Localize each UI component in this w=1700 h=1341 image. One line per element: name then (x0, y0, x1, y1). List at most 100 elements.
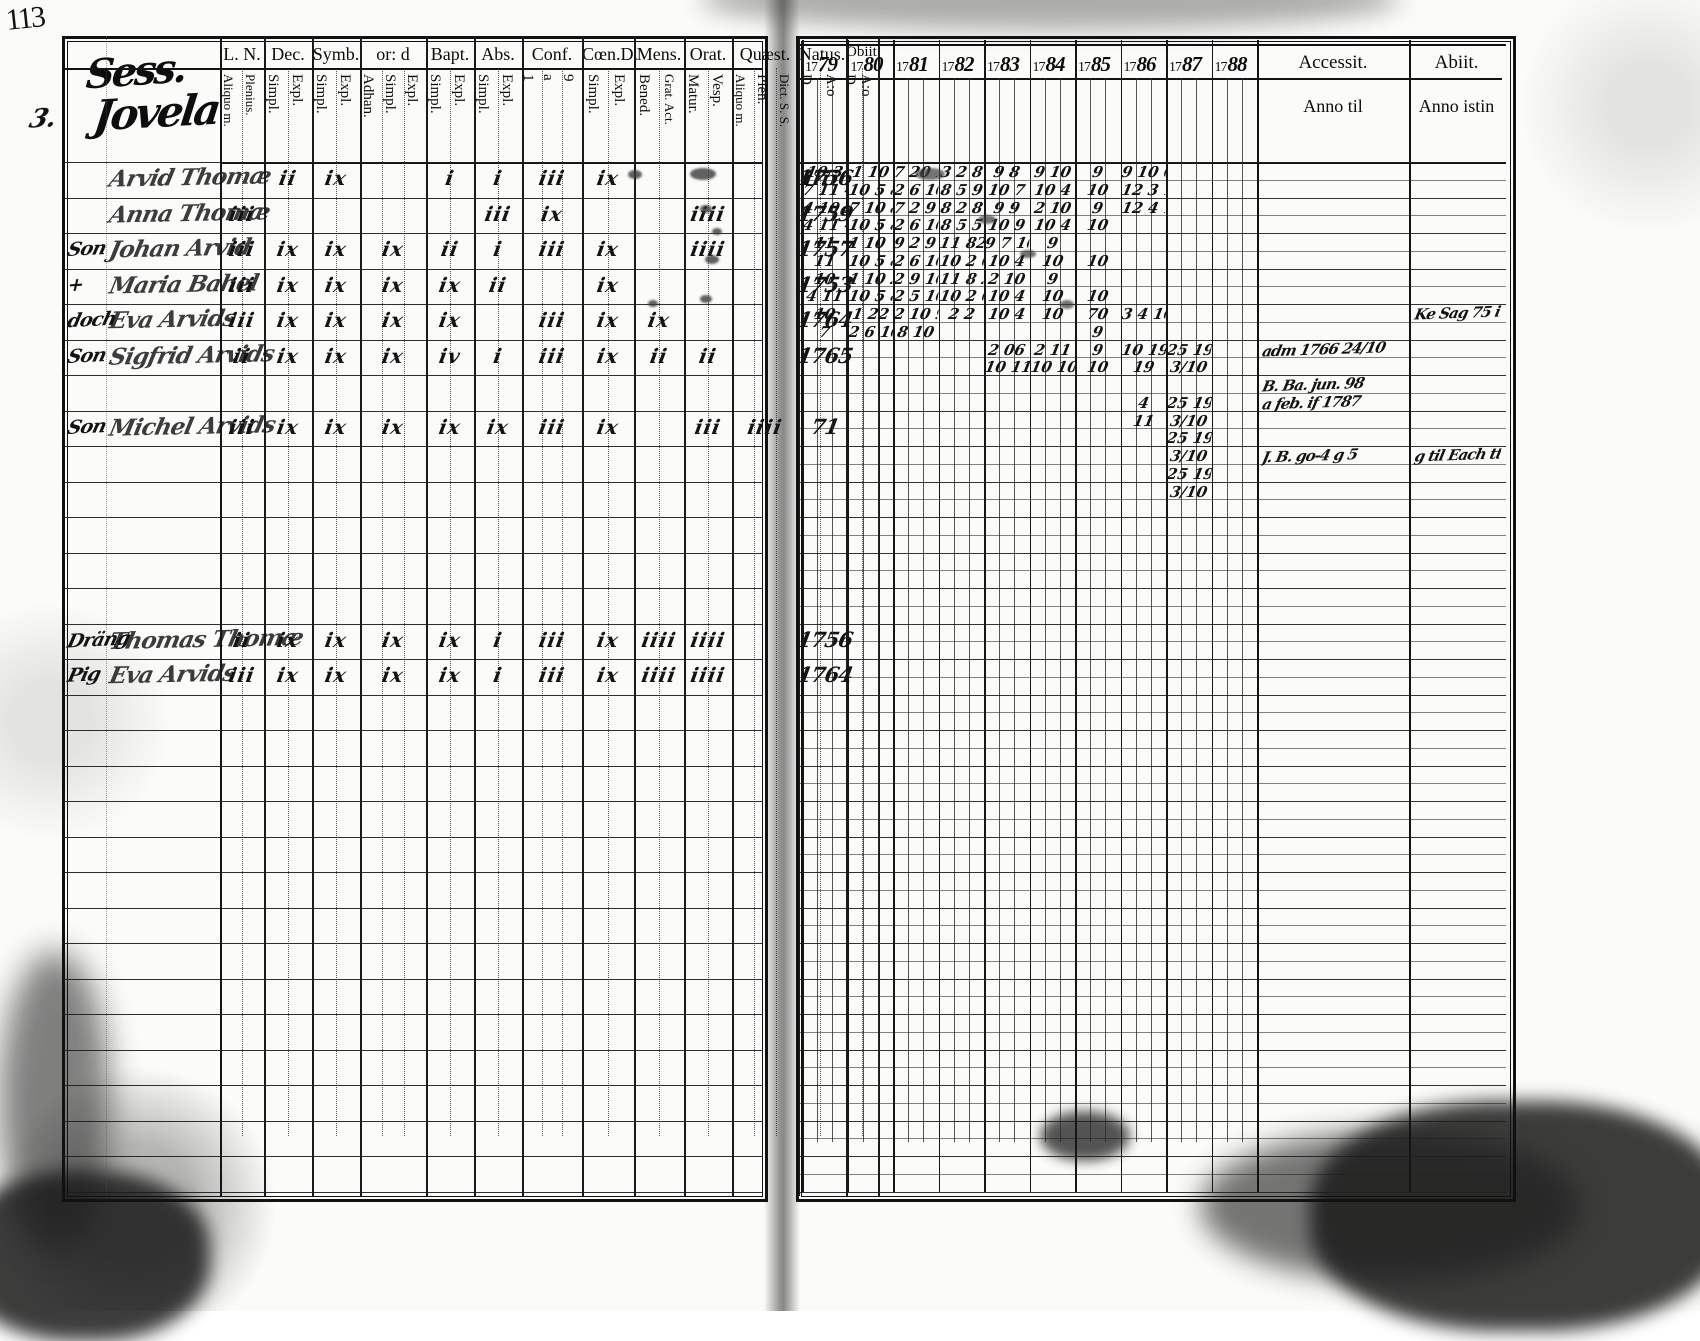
left-group-divider (732, 36, 734, 1196)
year-suffix-2: 81 (909, 52, 929, 76)
year-suffix-7: 86 (1136, 52, 1157, 76)
row-mark-1-5: iii (482, 201, 514, 226)
year-suffix-3: 82 (954, 52, 975, 76)
row-mark-0-4: i (443, 166, 457, 190)
right-row-rule (800, 996, 1506, 998)
ink-blot-5 (628, 170, 642, 179)
row-mark-13-0: ii (231, 627, 253, 652)
right-cell-13-7: 4 (1136, 393, 1151, 412)
year-prefix-4: 17 (987, 60, 1000, 75)
right-row-rule (800, 588, 1506, 589)
left-row-rule (62, 765, 762, 767)
right-header-rule-top (800, 44, 1506, 46)
right-accessit-rule (1257, 78, 1502, 80)
left-subheader-10-2: Dict. S. S. (776, 74, 792, 128)
right-cell-8-0: 10 (812, 305, 837, 323)
right-row-rule (800, 1049, 1506, 1051)
left-subcolumn-rule (820, 68, 821, 1136)
left-column-header-10: Quæst. (739, 44, 791, 64)
right-cell-3-0: 4 11 4 (801, 216, 849, 235)
row-mark-7-10: iiii (745, 414, 785, 439)
row-mark-7-6: iii (536, 414, 568, 439)
right-cell-4-2: 9 2 9 8 2 (892, 234, 939, 252)
right-page-table (796, 36, 1516, 1202)
right-cell-0-6: 9 (1090, 163, 1105, 181)
row-mark-2-4: ii (439, 237, 461, 261)
right-row-rule (800, 854, 1506, 856)
left-row-rule (62, 588, 762, 589)
left-subheader-4-0: Simpl. (427, 74, 444, 114)
left-row-rule (62, 694, 762, 696)
left-row-rule (62, 907, 762, 909)
right-row-rule (800, 304, 1506, 305)
row-mark-7-5: ix (485, 414, 511, 439)
right-cell-3-5: 10 4 (1032, 216, 1073, 235)
row-mark-4-3: ix (380, 308, 406, 332)
left-subcolumn-rule (382, 68, 383, 1136)
right-cell-2-0: 4 10 5 (801, 198, 849, 217)
right-end-subheader-1: Anno istin (1418, 96, 1495, 116)
row-mark-2-3: ix (380, 237, 406, 261)
right-cell-6-0: 10 (812, 269, 837, 288)
left-subheader-7-0: Simpl. (584, 74, 601, 114)
row-mark-3-2: ix (323, 272, 349, 297)
right-row-rule (800, 1191, 1506, 1193)
right-row-rule (800, 197, 1506, 199)
right-cell-10-8: 25 19 (1165, 340, 1213, 359)
right-cell-5-3: 10 2 6 11 7 (937, 251, 985, 270)
ink-blot-1 (700, 205, 712, 213)
right-cell-5-0: 11 (812, 251, 837, 270)
right-row-rule (800, 1156, 1506, 1157)
row-mark-14-7: ix (595, 663, 621, 687)
left-subheader-5-1: Expl. (499, 74, 516, 107)
row-mark-4-4: ix (437, 308, 463, 332)
right-year-subrule-4-2 (1014, 78, 1016, 1142)
row-mark-3-5: ii (487, 272, 509, 297)
right-year-divider-1 (847, 40, 850, 1192)
row-mark-13-8: iiii (639, 627, 679, 652)
ink-blot-4 (700, 295, 712, 303)
left-column-header-5: Abs. (481, 44, 515, 64)
left-subcolumn-rule (708, 68, 709, 1136)
left-subcolumn-rule (404, 68, 405, 1136)
year-prefix-3: 17 (941, 60, 955, 75)
row-mark-5-7: ix (595, 343, 621, 368)
right-cell-0-1: 1 10 (850, 163, 891, 181)
right-cell-14-7: 11 (1131, 411, 1156, 430)
right-ink-blot-1 (1020, 250, 1036, 258)
right-cell-10-7: 10 19 (1119, 340, 1167, 359)
left-row-rule (62, 1049, 762, 1051)
right-cell-5-2: 2 6 10 3 (892, 251, 940, 270)
right-cell-9-2: 8 10 (895, 322, 936, 341)
ink-blot-6 (648, 300, 658, 307)
left-group-divider (582, 36, 584, 1196)
right-year-subrule-8-2 (1196, 78, 1198, 1142)
left-subheader-9-0: Matur. (685, 74, 702, 114)
left-subcolumn-rule (288, 68, 289, 1136)
left-row-rule (62, 836, 762, 838)
row-mark-4-1: ix (275, 308, 301, 332)
right-cell-18-8: 3/10 (1168, 482, 1209, 501)
right-cell-17-8: 25 19 (1165, 464, 1213, 483)
right-abiit-divider (1409, 40, 1411, 1192)
left-column-header-6: Conf. (531, 44, 573, 64)
row-mark-7-1: ix (275, 414, 301, 439)
left-row-rule (62, 978, 762, 980)
right-cell-9-0: 7 (817, 322, 832, 341)
row-prefix-5: Son (65, 343, 109, 368)
right-cell-3-1: 10 5 8 (846, 216, 894, 235)
left-subheader-0-0: Aliquo m. (220, 74, 236, 127)
left-group-divider (264, 36, 266, 1196)
year-prefix-6: 17 (1078, 60, 1091, 75)
right-row-rule (800, 534, 1506, 536)
left-prefix-column-divider (106, 36, 107, 1196)
right-year-subrule-5-2 (1059, 78, 1061, 1142)
right-cell-10-6: 9 (1090, 340, 1105, 359)
row-mark-2-0: iii (226, 237, 258, 261)
left-subheader-1-1: Expl. (289, 74, 306, 107)
right-year-header-0: 1779 (805, 52, 851, 77)
right-row-rule (800, 747, 1506, 749)
right-cell-5-6: 10 (1085, 251, 1110, 270)
year-prefix-0: 17 (805, 60, 818, 75)
row-prefix-14: Pig (65, 663, 103, 687)
